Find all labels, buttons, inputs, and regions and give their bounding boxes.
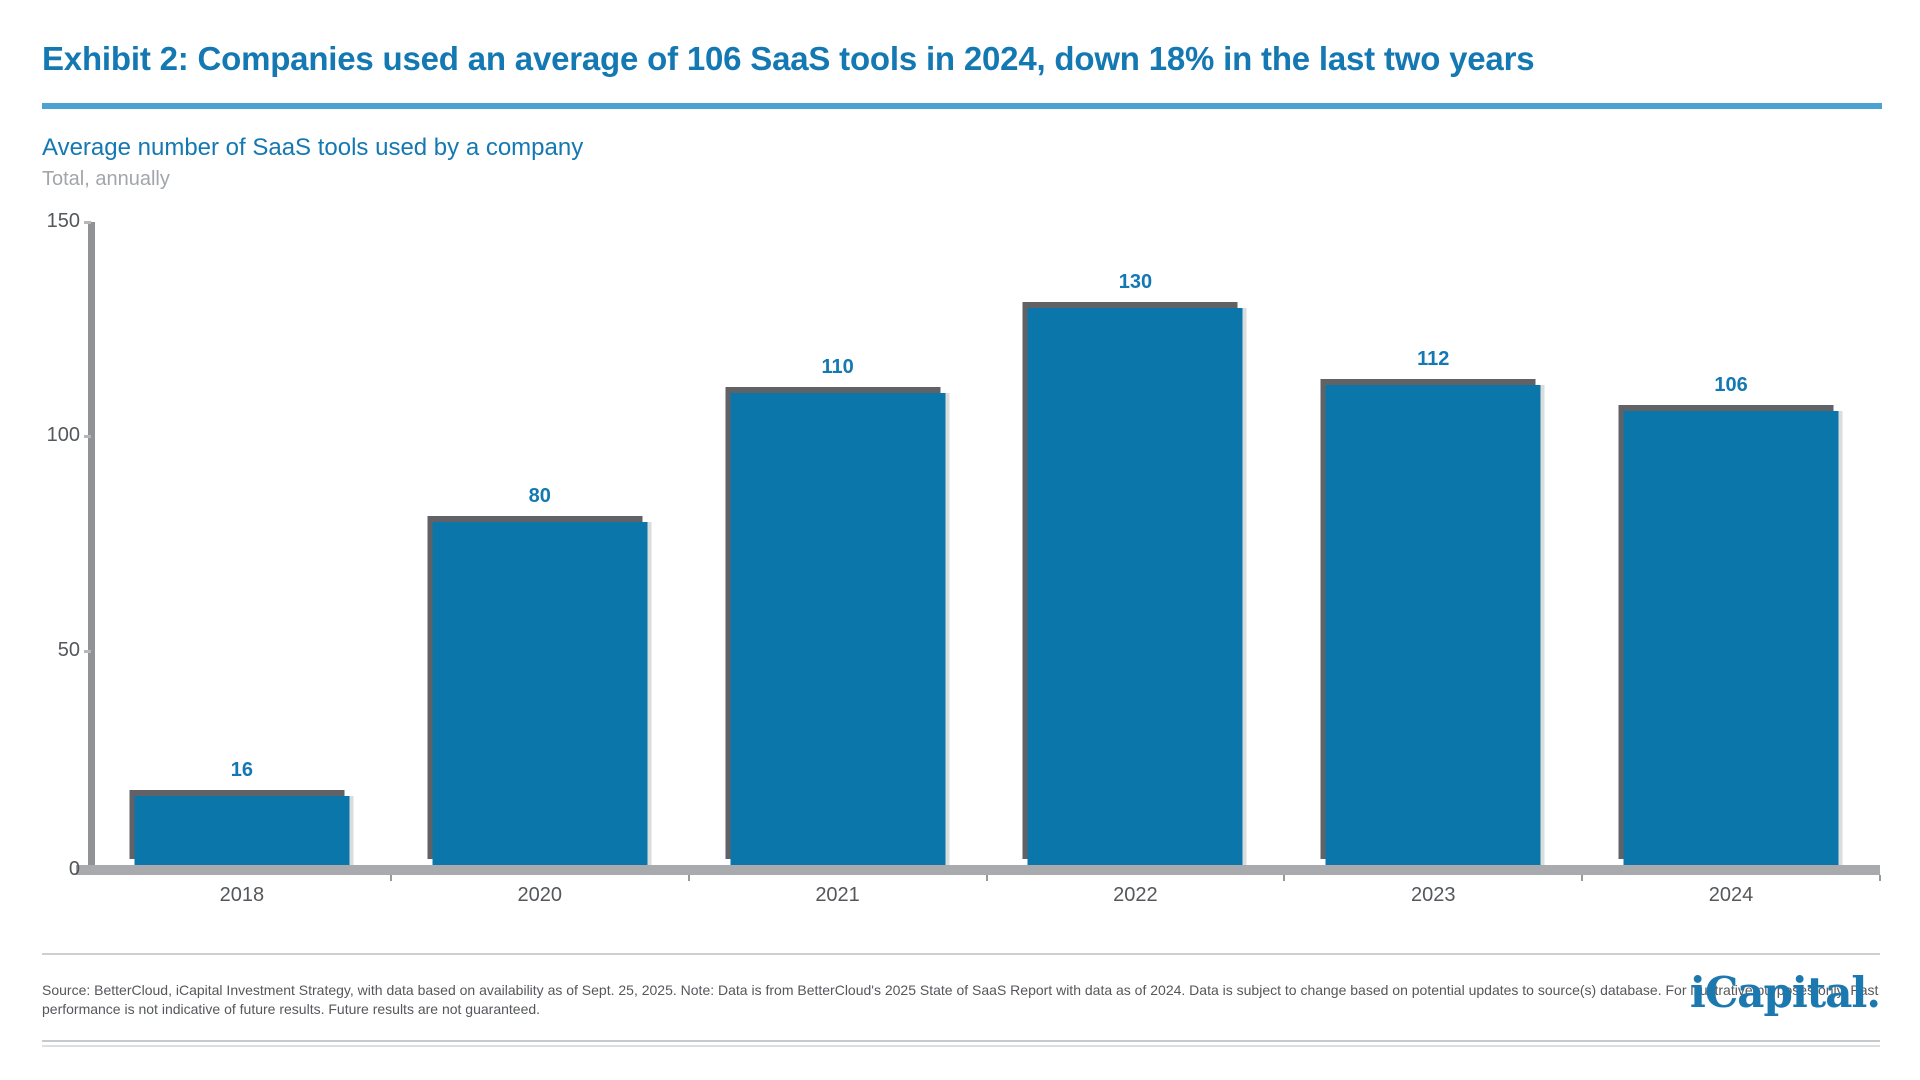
bar-value-label-2020: 80 (528, 485, 551, 507)
bar-value-label-2023: 112 (1417, 348, 1450, 370)
bottom-rule-2 (42, 1045, 1880, 1047)
bar-slot-2022: 130 2022 (986, 222, 1284, 906)
x-tick-label-2022: 2022 (1113, 884, 1158, 906)
x-axis-boundary-tick-2 (688, 875, 690, 881)
x-axis-boundary-tick-6 (1879, 875, 1881, 881)
x-tick-label-2023: 2023 (1410, 884, 1456, 906)
bar-value-label-2024: 106 (1714, 374, 1748, 396)
bar-value-label-2021: 110 (821, 356, 854, 378)
y-tick-mark-100 (84, 435, 91, 438)
y-tick-label-150: 150 (46, 210, 80, 232)
bar-2024 (1623, 411, 1839, 865)
x-tick-label-2024: 2024 (1708, 884, 1754, 906)
x-axis-boundary-tick-3 (986, 875, 988, 881)
chart-subtitle: Average number of SaaS tools used by a c… (42, 134, 584, 161)
chart-units-caption: Total, annually (42, 168, 170, 190)
x-axis-line (76, 865, 1880, 875)
source-note-line-1: Source: BetterCloud, iCapital Investment… (42, 982, 1879, 998)
y-tick-label-50: 50 (57, 639, 80, 661)
bar-slot-2020: 80 2020 (391, 222, 689, 906)
y-tick-label-0: 0 (68, 858, 80, 880)
x-tick-label-2020: 2020 (517, 884, 562, 906)
bar-slot-2024: 106 2024 (1582, 222, 1880, 906)
y-tick-label-100: 100 (46, 424, 80, 446)
source-note-line-2: performance is not indicative of future … (42, 1001, 541, 1017)
y-tick-mark-150 (84, 221, 91, 224)
bar-slot-2023: 112 2023 (1284, 222, 1582, 906)
bar-slot-2018: 16 2018 (93, 222, 391, 906)
x-axis-boundary-tick-5 (1581, 875, 1583, 881)
bottom-rule-1 (42, 1040, 1880, 1042)
bar-2023 (1325, 385, 1541, 865)
bar-2018 (134, 796, 350, 865)
y-tick-mark-50 (84, 650, 91, 653)
bar-value-label-2018: 16 (230, 759, 254, 781)
bar-slot-2021: 110 2021 (689, 222, 987, 906)
bar-2020 (432, 522, 648, 865)
x-tick-label-2018: 2018 (219, 884, 265, 906)
icapital-logo: iCapital. (1689, 968, 1881, 1017)
exhibit-title: Exhibit 2: Companies used an average of … (42, 40, 1535, 77)
bar-2022 (1027, 308, 1243, 865)
bar-2021 (730, 393, 946, 865)
y-axis-line (88, 222, 95, 875)
bar-value-label-2022: 130 (1118, 271, 1153, 293)
source-note: Source: BetterCloud, iCapital Investment… (42, 981, 1878, 1019)
footer-separator (42, 953, 1880, 955)
plot-area: 16 2018 80 2020 110 2021 130 2022 112 2023 106 2024 (93, 222, 1880, 906)
x-axis-boundary-tick-1 (390, 875, 392, 881)
title-underline-rule (42, 103, 1882, 109)
x-axis-boundary-tick-4 (1283, 875, 1285, 881)
x-tick-label-2021: 2021 (815, 884, 860, 906)
